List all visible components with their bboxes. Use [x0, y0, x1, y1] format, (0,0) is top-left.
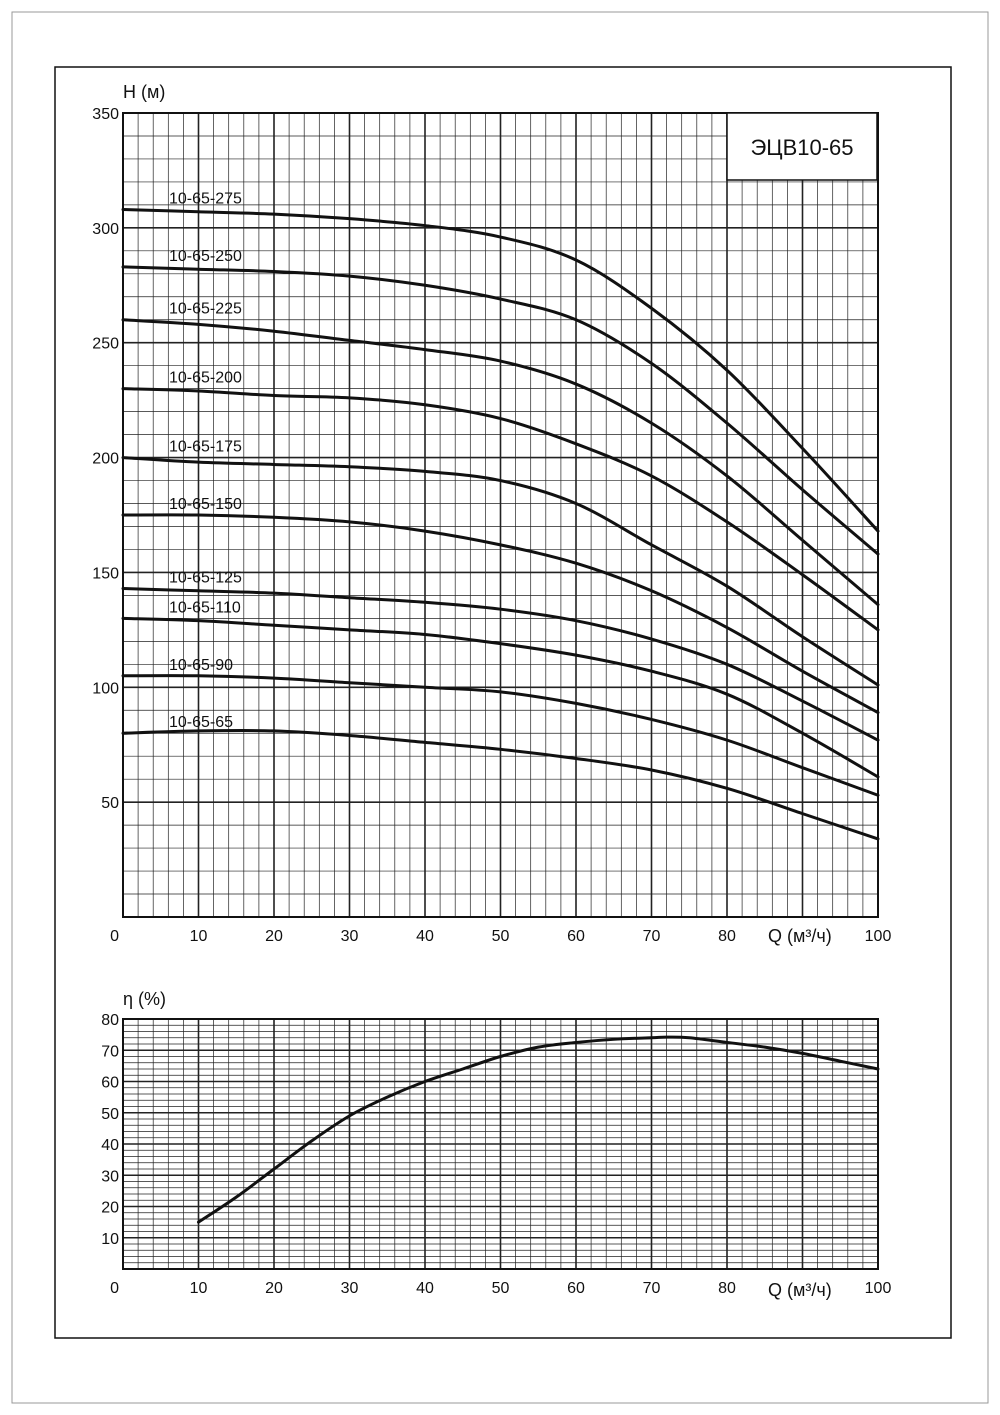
x-tick-label: 50 — [492, 928, 510, 945]
y-tick-label: 80 — [101, 1012, 119, 1029]
series-line — [121, 456, 880, 687]
series-label: 10-65-225 — [169, 301, 242, 318]
head-ylabel: Н (м) — [123, 82, 165, 102]
y-tick-label: 300 — [92, 221, 119, 238]
x-tick-label: 10 — [190, 1280, 208, 1297]
head-curve-labels: 10-65-275 10-65-250 10-65-225 10-65-200 10-6… — [169, 190, 242, 731]
x-tick-label: 100 — [865, 928, 892, 945]
efficiency-curves — [197, 1035, 880, 1224]
series-line — [121, 728, 880, 841]
x-tick-label: 30 — [341, 928, 359, 945]
series-line — [121, 318, 880, 607]
series-line — [121, 674, 880, 797]
x-tick-label: 0 — [110, 928, 119, 945]
y-tick-label: 30 — [101, 1168, 119, 1185]
y-tick-label: 50 — [101, 795, 119, 812]
x-tick-label: 10 — [190, 928, 208, 945]
x-tick-label: 0 — [110, 1280, 119, 1297]
x-tick-label: 60 — [567, 1280, 585, 1297]
series-label: 10-65-65 — [169, 714, 233, 731]
series-line — [121, 207, 880, 533]
series-label: 10-65-90 — [169, 657, 233, 674]
y-tick-label: 60 — [101, 1075, 119, 1092]
series-label: 10-65-250 — [169, 248, 242, 265]
series-label: 10-65-175 — [169, 439, 242, 456]
model-label-box — [726, 112, 878, 181]
efficiency-tick-labels: 0 10 20 30 40 50 60 70 80 100 10 20 30 40 50 60 70 80 — [101, 1012, 891, 1297]
model-label: ЭЦВ10-65 — [750, 135, 853, 160]
series-label: 10-65-200 — [169, 370, 242, 387]
y-tick-label: 20 — [101, 1200, 119, 1217]
x-tick-label: 70 — [643, 928, 661, 945]
y-tick-label: 350 — [92, 106, 119, 123]
efficiency-ylabel: η (%) — [123, 989, 166, 1009]
series-label: 10-65-150 — [169, 496, 242, 513]
y-tick-label: 50 — [101, 1106, 119, 1123]
series-label: 10-65-275 — [169, 190, 242, 207]
efficiency-chart: 0 10 20 30 40 50 60 70 80 100 10 20 30 40 50 60 70 80 η (… — [101, 989, 891, 1300]
series-line — [121, 265, 880, 556]
head-chart: 10-65-275 10-65-250 10-65-225 10-65-200 10-6… — [92, 82, 891, 946]
x-tick-label: 70 — [643, 1280, 661, 1297]
series-line — [121, 587, 880, 742]
x-tick-label: 50 — [492, 1280, 510, 1297]
efficiency-grid — [122, 1018, 879, 1270]
x-tick-label: 40 — [416, 928, 434, 945]
x-tick-label: 20 — [265, 928, 283, 945]
y-tick-label: 100 — [92, 680, 119, 697]
x-tick-label: 80 — [718, 928, 736, 945]
x-tick-label: 20 — [265, 1280, 283, 1297]
y-tick-label: 70 — [101, 1043, 119, 1060]
series-label: 10-65-125 — [169, 570, 242, 587]
x-tick-label: 30 — [341, 1280, 359, 1297]
head-tick-labels: 0 10 20 30 40 50 60 70 80 100 50 100 150 200 250 300 350 — [92, 106, 891, 945]
series-label: 10-65-110 — [169, 599, 241, 616]
y-tick-label: 250 — [92, 336, 119, 353]
y-tick-label: 10 — [101, 1231, 119, 1248]
x-tick-label: 60 — [567, 928, 585, 945]
y-tick-label: 200 — [92, 451, 119, 468]
efficiency-xlabel: Q (м³/ч) — [768, 1280, 832, 1300]
series-line — [121, 513, 880, 715]
head-xlabel: Q (м³/ч) — [768, 926, 832, 946]
y-tick-label: 40 — [101, 1137, 119, 1154]
series-line — [121, 616, 880, 779]
x-tick-label: 100 — [865, 1280, 892, 1297]
plot-frame — [122, 1018, 879, 1270]
series-line — [121, 387, 880, 632]
inner-frame — [54, 66, 952, 1339]
series-line — [197, 1035, 880, 1224]
y-tick-label: 150 — [92, 565, 119, 582]
head-curves — [121, 207, 880, 841]
outer-frame — [11, 11, 989, 1404]
x-tick-label: 40 — [416, 1280, 434, 1297]
x-tick-label: 80 — [718, 1280, 736, 1297]
